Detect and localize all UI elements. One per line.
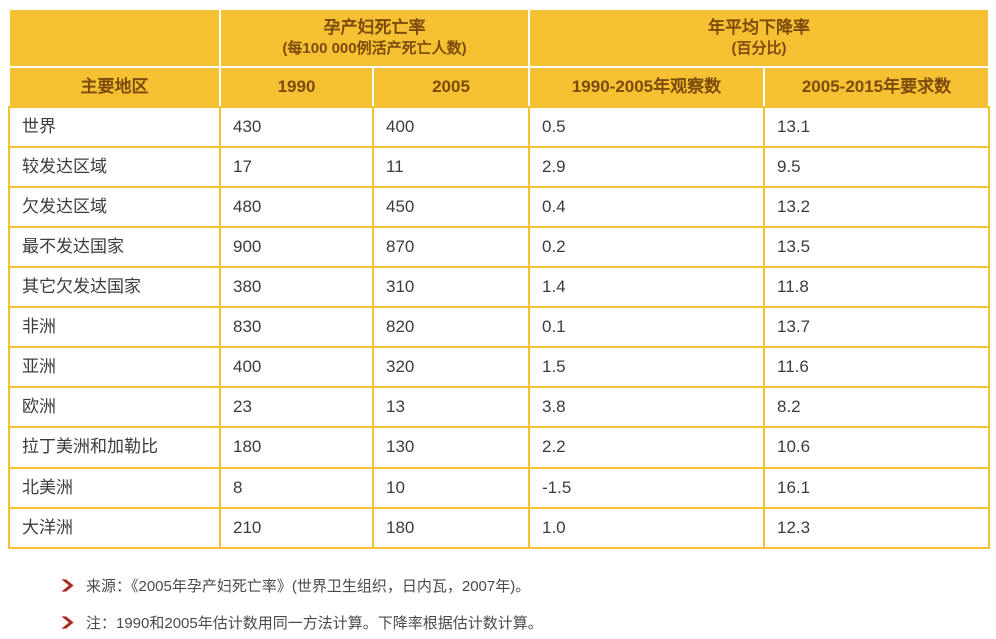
observed-decline-cell: 3.8 xyxy=(528,386,765,429)
table-body: 世界 430 400 0.5 13.1 较发达区域 17 11 2.9 9.5 … xyxy=(8,105,990,549)
source-note: 来源：《2005年孕产妇死亡率》(世界卫生组织，日内瓦，2007年)。 xyxy=(60,575,996,596)
value-2005-cell: 820 xyxy=(372,306,530,349)
value-1990-cell: 480 xyxy=(219,185,374,228)
value-1990-cell: 830 xyxy=(219,306,374,349)
value-1990-cell: 8 xyxy=(219,466,374,509)
required-decline-cell: 13.2 xyxy=(763,185,990,228)
region-cell: 非洲 xyxy=(8,306,221,349)
observed-decline-cell: 0.2 xyxy=(528,225,765,269)
col-header-observed: 1990-2005年观察数 xyxy=(528,65,765,108)
table-row: 拉丁美洲和加勒比 180 130 2.2 10.6 xyxy=(8,426,990,469)
value-1990-cell: 380 xyxy=(219,266,374,309)
maternal-mortality-table: 孕产妇死亡率 (每100 000例活产死亡人数) 年平均下降率 (百分比) 主要… xyxy=(8,8,990,549)
column-header-row: 主要地区 1990 2005 1990-2005年观察数 2005-2015年要… xyxy=(8,65,990,108)
value-1990-cell: 210 xyxy=(219,506,374,549)
region-cell: 欧洲 xyxy=(8,386,221,429)
observed-decline-cell: 1.4 xyxy=(528,266,765,309)
value-2005-cell: 310 xyxy=(372,266,530,309)
value-2005-cell: 10 xyxy=(372,466,530,509)
required-decline-cell: 13.7 xyxy=(763,306,990,349)
required-decline-cell: 13.1 xyxy=(763,105,990,148)
observed-decline-cell: 2.9 xyxy=(528,145,765,188)
group-subtitle: (每100 000例活产死亡人数) xyxy=(282,40,467,58)
value-1990-cell: 900 xyxy=(219,225,374,269)
observed-decline-cell: 1.0 xyxy=(528,506,765,549)
value-1990-cell: 180 xyxy=(219,426,374,469)
group-title: 年平均下降率 xyxy=(708,18,810,37)
table-row: 最不发达国家 900 870 0.2 13.5 xyxy=(8,225,990,269)
statistics-table-area: 孕产妇死亡率 (每100 000例活产死亡人数) 年平均下降率 (百分比) 主要… xyxy=(8,8,990,549)
group-header-row: 孕产妇死亡率 (每100 000例活产死亡人数) 年平均下降率 (百分比) xyxy=(8,8,990,68)
group-subtitle: (百分比) xyxy=(731,40,787,58)
region-cell: 大洋洲 xyxy=(8,506,221,549)
observed-decline-cell: 1.5 xyxy=(528,346,765,389)
table-row: 大洋洲 210 180 1.0 12.3 xyxy=(8,506,990,549)
value-1990-cell: 400 xyxy=(219,346,374,389)
table-header: 孕产妇死亡率 (每100 000例活产死亡人数) 年平均下降率 (百分比) 主要… xyxy=(8,8,990,108)
region-cell: 世界 xyxy=(8,105,221,148)
required-decline-cell: 9.5 xyxy=(763,145,990,188)
method-note-text: 注：1990和2005年估计数用同一方法计算。下降率根据估计数计算。 xyxy=(86,614,543,632)
footnotes: 来源：《2005年孕产妇死亡率》(世界卫生组织，日内瓦，2007年)。 注：19… xyxy=(60,575,996,633)
table-row: 亚洲 400 320 1.5 11.6 xyxy=(8,346,990,389)
note-bullet-icon xyxy=(60,615,75,630)
observed-decline-cell: 0.4 xyxy=(528,185,765,228)
required-decline-cell: 12.3 xyxy=(763,506,990,549)
table-row: 欧洲 23 13 3.8 8.2 xyxy=(8,386,990,429)
col-header-region: 主要地区 xyxy=(8,65,221,108)
value-2005-cell: 450 xyxy=(372,185,530,228)
region-cell: 欠发达区域 xyxy=(8,185,221,228)
required-decline-cell: 8.2 xyxy=(763,386,990,429)
observed-decline-cell: 2.2 xyxy=(528,426,765,469)
value-1990-cell: 23 xyxy=(219,386,374,429)
col-header-required: 2005-2015年要求数 xyxy=(763,65,990,108)
group-title: 孕产妇死亡率 xyxy=(323,18,426,37)
required-decline-cell: 11.8 xyxy=(763,266,990,309)
region-cell: 最不发达国家 xyxy=(8,225,221,269)
value-2005-cell: 11 xyxy=(372,145,530,188)
value-1990-cell: 17 xyxy=(219,145,374,188)
table-row: 其它欠发达国家 380 310 1.4 11.8 xyxy=(8,266,990,309)
value-2005-cell: 13 xyxy=(372,386,530,429)
col-group-decline: 年平均下降率 (百分比) xyxy=(528,8,990,68)
value-2005-cell: 400 xyxy=(372,105,530,148)
region-cell: 较发达区域 xyxy=(8,145,221,188)
region-cell: 其它欠发达国家 xyxy=(8,266,221,309)
table-row: 较发达区域 17 11 2.9 9.5 xyxy=(8,145,990,188)
col-group-mortality: 孕产妇死亡率 (每100 000例活产死亡人数) xyxy=(219,8,530,68)
required-decline-cell: 13.5 xyxy=(763,225,990,269)
value-2005-cell: 320 xyxy=(372,346,530,389)
table-row: 北美洲 8 10 -1.5 16.1 xyxy=(8,466,990,509)
method-note: 注：1990和2005年估计数用同一方法计算。下降率根据估计数计算。 xyxy=(60,612,996,633)
table-row: 世界 430 400 0.5 13.1 xyxy=(8,105,990,148)
source-note-text: 来源：《2005年孕产妇死亡率》(世界卫生组织，日内瓦，2007年)。 xyxy=(86,577,531,595)
table-row: 非洲 830 820 0.1 13.7 xyxy=(8,306,990,349)
observed-decline-cell: 0.5 xyxy=(528,105,765,148)
corner-cell xyxy=(8,8,221,68)
value-2005-cell: 180 xyxy=(372,506,530,549)
required-decline-cell: 16.1 xyxy=(763,466,990,509)
observed-decline-cell: -1.5 xyxy=(528,466,765,509)
region-cell: 拉丁美洲和加勒比 xyxy=(8,426,221,469)
value-2005-cell: 130 xyxy=(372,426,530,469)
note-bullet-icon xyxy=(60,578,75,593)
value-2005-cell: 870 xyxy=(372,225,530,269)
col-header-2005: 2005 xyxy=(372,65,530,108)
table-row: 欠发达区域 480 450 0.4 13.2 xyxy=(8,185,990,228)
region-cell: 亚洲 xyxy=(8,346,221,389)
value-1990-cell: 430 xyxy=(219,105,374,148)
region-cell: 北美洲 xyxy=(8,466,221,509)
required-decline-cell: 10.6 xyxy=(763,426,990,469)
col-header-1990: 1990 xyxy=(219,65,374,108)
required-decline-cell: 11.6 xyxy=(763,346,990,389)
observed-decline-cell: 0.1 xyxy=(528,306,765,349)
